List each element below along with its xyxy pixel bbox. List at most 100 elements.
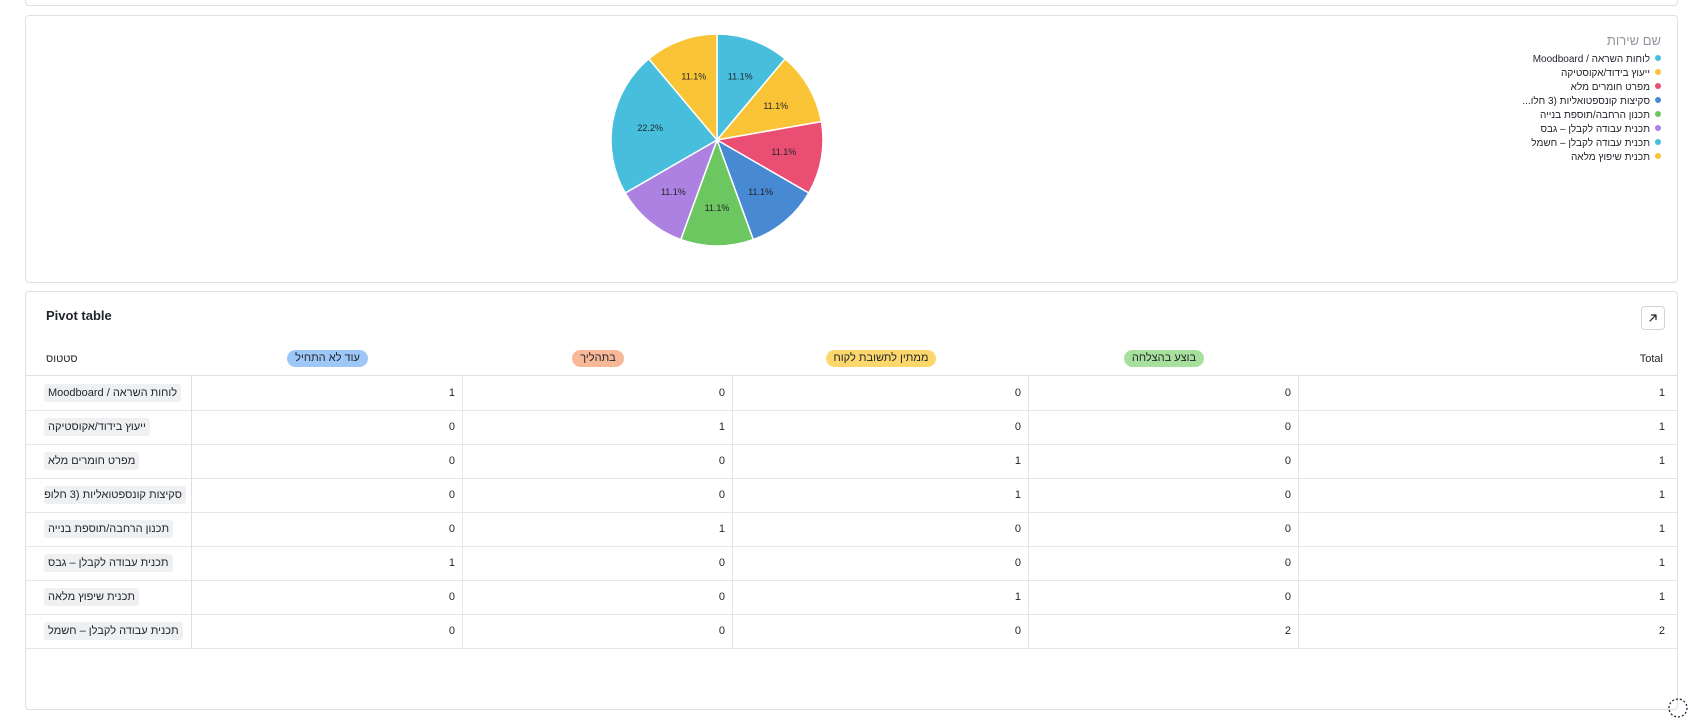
legend-item[interactable]: מפרט חומרים מלא [1486,81,1661,95]
pie-data-label-5: 11.1% [661,187,686,197]
value-cell: 0 [463,614,733,648]
value-cell: 0 [463,444,733,478]
value-cell: 0 [192,512,463,546]
legend-dot-icon [1655,83,1661,90]
legend-item[interactable]: תכנית עבודה לקבלן – חשמל [1486,137,1661,151]
value-cell: 0 [1029,478,1299,512]
row-label: תכנית עבודה לקבלן – חשמל [44,622,183,640]
row-label: תכנון הרחבה/תוספת בנייה [44,520,174,538]
pie-data-label-6: 22.2% [637,123,663,133]
pie-chart-card: 11.1% 11.1% 11.1% 11.1% 11.1% 11.1% 22.2% 11.1%… [25,15,1678,283]
legend-title: שם שירות [1606,33,1661,48]
pivot-header-row: סטטוס עוד לא התחיל בתהליך ממתין לתשובת לקו… [26,342,1677,376]
pie-slice-3[interactable] [715,138,810,241]
status-pill: בוצע בהצלחה [1123,350,1205,367]
legend-item[interactable]: תכנית עבודה לקבלן – גבס [1486,123,1661,137]
value-cell: 1 [733,478,1029,512]
value-cell: 0 [1029,410,1299,444]
value-cell: 0 [733,546,1029,580]
legend-label: ייעוץ בידוד/אקוסטיקה [1561,68,1650,79]
table-row: תכנית עבודה לקבלן – חשמל 0 0 0 2 2 [26,614,1677,649]
expand-button[interactable] [1641,306,1665,330]
column-header: בתהליך [463,342,733,375]
chart-legend: שם שירות לוחות השראה / Moodboard ייעוץ בי… [1486,33,1661,165]
pie-slice-7[interactable] [647,33,718,143]
pie-slice-6[interactable] [610,57,719,195]
total-cell: 1 [1658,591,1665,603]
legend-dot-icon [1655,153,1661,160]
pie-data-label-2: 11.1% [771,147,796,157]
expand-arrow-icon [1649,314,1657,322]
value-cell: 0 [192,580,463,614]
total-cell: 1 [1658,455,1665,467]
value-cell: 0 [1029,512,1299,546]
table-row: תכנית עבודה לקבלן – גבס 1 0 0 0 1 [26,546,1677,581]
value-cell: 0 [733,410,1029,444]
row-label: מפרט חומרים מלא [44,452,140,470]
legend-label: לוחות השראה / Moodboard [1532,54,1650,65]
row-label: תכנית שיפוץ מלאה [44,588,139,606]
pie-data-label-0: 11.1% [728,71,753,81]
value-cell: 0 [733,614,1029,648]
row-header-label: סטטוס [46,352,78,365]
table-row: לוחות השראה / Moodboard 1 0 0 0 1 [26,376,1677,411]
legend-items: לוחות השראה / Moodboard ייעוץ בידוד/אקוסט… [1486,53,1661,165]
value-cell: 0 [192,614,463,648]
column-header: בוצע בהצלחה [1029,342,1299,375]
row-label-cell: תכנון הרחבה/תוספת בנייה [26,512,192,546]
table-row: ייעוץ בידוד/אקוסטיקה 0 1 0 0 1 [26,410,1677,445]
table-row: מפרט חומרים מלא 0 0 1 0 1 [26,444,1677,479]
pie-slice-5[interactable] [624,138,719,241]
value-cell: 0 [192,478,463,512]
status-pill: עוד לא התחיל [287,350,368,367]
value-cell: 1 [463,410,733,444]
value-cell: 0 [1029,546,1299,580]
legend-item[interactable]: ייעוץ בידוד/אקוסטיקה [1486,67,1661,81]
value-cell: 0 [733,376,1029,410]
pivot-table-card: Pivot table סטטוס עוד לא התחיל בתהליך ממתי… [25,291,1678,710]
row-label: ייעוץ בידוד/אקוסטיקה [44,418,150,436]
pie-data-label-1: 11.1% [763,101,788,111]
value-cell: 1 [463,512,733,546]
value-cell: 0 [463,546,733,580]
value-cell: 0 [463,376,733,410]
row-label-cell: תכנית עבודה לקבלן – גבס [26,546,192,580]
value-cell: 0 [463,478,733,512]
status-pill: ממתין לתשובת לקוח [825,350,937,367]
value-cell: 0 [192,410,463,444]
value-cell: 1 [192,546,463,580]
legend-dot-icon [1655,97,1661,104]
legend-label: תכנון הרחבה/תוספת בנייה [1539,110,1650,121]
legend-label: תכנית שיפוץ מלאה [1570,152,1650,163]
pie-chart: 11.1% 11.1% 11.1% 11.1% 11.1% 11.1% 22.2% 11.1% [610,33,824,247]
value-cell: 0 [1029,444,1299,478]
value-cell: 0 [733,512,1029,546]
total-cell: 1 [1658,523,1665,535]
legend-item[interactable]: תכנית שיפוץ מלאה [1486,151,1661,165]
legend-item[interactable]: תכנון הרחבה/תוספת בנייה [1486,109,1661,123]
value-cell: 0 [192,444,463,478]
row-label-cell: ייעוץ בידוד/אקוסטיקה [26,410,192,444]
pie-slice-4[interactable] [679,137,755,247]
value-cell: 0 [1029,580,1299,614]
legend-dot-icon [1655,111,1661,118]
table-row: תכנון הרחבה/תוספת בנייה 0 1 0 0 1 [26,512,1677,547]
legend-dot-icon [1655,55,1661,62]
total-cell: 1 [1658,489,1665,501]
value-cell: 1 [733,580,1029,614]
row-label-cell: תכנית עבודה לקבלן – חשמל [26,614,192,648]
legend-dot-icon [1655,125,1661,132]
pie-data-label-7: 11.1% [681,71,706,81]
pie-data-label-3: 11.1% [748,187,773,197]
pie-slice-2[interactable] [714,120,824,195]
pie-slice-0[interactable] [716,33,787,143]
pie-slice-1[interactable] [715,57,823,142]
loading-spinner-icon [1666,696,1688,718]
legend-item[interactable]: סקיצות קונספטואליות (3 חלו... [1486,95,1661,109]
column-header: ממתין לתשובת לקוח [733,342,1029,375]
row-label-cell: סקיצות קונספטואליות (3 חלופות) [26,478,192,512]
total-cell: 1 [1658,557,1665,569]
row-label: סקיצות קונספטואליות (3 חלופות) [44,486,186,504]
legend-item[interactable]: לוחות השראה / Moodboard [1486,53,1661,67]
